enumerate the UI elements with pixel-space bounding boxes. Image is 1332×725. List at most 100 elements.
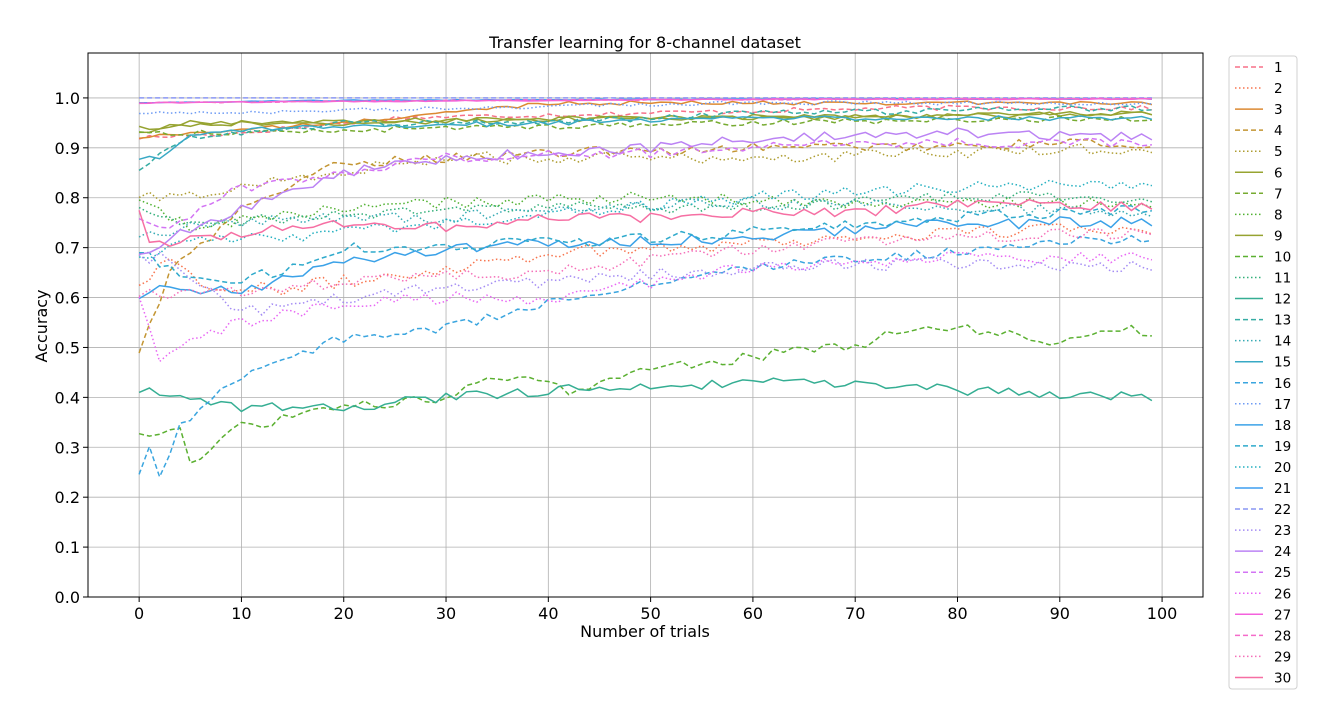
legend-label: 29 bbox=[1274, 649, 1291, 665]
legend-label: 17 bbox=[1274, 397, 1291, 413]
legend-item: 30 bbox=[1235, 670, 1291, 686]
y-tick-label: 0.0 bbox=[55, 588, 80, 607]
legend-item: 14 bbox=[1235, 334, 1291, 350]
legend-item: 4 bbox=[1235, 123, 1283, 139]
y-tick-label: 0.8 bbox=[55, 189, 80, 208]
legend-item: 22 bbox=[1235, 502, 1291, 518]
legend-item: 15 bbox=[1235, 355, 1291, 371]
legend-item: 12 bbox=[1235, 292, 1291, 308]
legend-item: 21 bbox=[1235, 481, 1291, 497]
legend-item: 19 bbox=[1235, 439, 1291, 455]
y-tick-label: 0.4 bbox=[55, 388, 80, 407]
series-line-4 bbox=[138, 138, 1152, 354]
legend-item: 20 bbox=[1235, 460, 1291, 476]
legend-item: 24 bbox=[1235, 544, 1291, 560]
legend-item: 9 bbox=[1235, 228, 1283, 244]
x-tick-label: 0 bbox=[134, 604, 144, 623]
legend-item: 17 bbox=[1235, 397, 1291, 413]
legend-label: 23 bbox=[1274, 523, 1291, 539]
series-line-23 bbox=[138, 250, 1153, 317]
legend-label: 18 bbox=[1274, 418, 1291, 434]
x-tick-label: 80 bbox=[947, 604, 967, 623]
legend-item: 26 bbox=[1235, 586, 1291, 602]
series-line-24 bbox=[138, 127, 1153, 256]
legend-item: 28 bbox=[1235, 628, 1291, 644]
x-axis: 0 10 20 30 40 50 60 70 80 90 100 bbox=[134, 597, 1177, 623]
legend-item: 8 bbox=[1235, 207, 1283, 223]
x-tick-label: 30 bbox=[436, 604, 456, 623]
series-line-28 bbox=[139, 97, 1152, 105]
series-line-8 bbox=[138, 191, 1153, 233]
legend-item: 6 bbox=[1235, 165, 1283, 181]
legend-item: 7 bbox=[1235, 186, 1283, 202]
y-tick-label: 0.2 bbox=[55, 488, 80, 507]
legend-label: 21 bbox=[1274, 481, 1291, 497]
y-tick-label: 0.7 bbox=[55, 239, 80, 258]
y-tick-label: 1.0 bbox=[55, 89, 80, 108]
y-tick-label: 0.6 bbox=[55, 289, 80, 308]
legend-item: 16 bbox=[1235, 376, 1291, 392]
x-axis-title: Number of trials bbox=[580, 622, 710, 641]
legend-item: 11 bbox=[1235, 271, 1291, 287]
y-axis: 0.0 0.1 0.2 0.3 0.4 0.5 0.6 0.7 0.8 0.9 1.0 bbox=[55, 89, 88, 607]
series-line-5 bbox=[138, 143, 1153, 202]
x-tick-label: 90 bbox=[1050, 604, 1070, 623]
legend-label: 3 bbox=[1274, 102, 1283, 118]
y-tick-label: 0.1 bbox=[55, 538, 80, 557]
legend-label: 24 bbox=[1274, 544, 1291, 560]
x-tick-label: 40 bbox=[538, 604, 558, 623]
x-tick-label: 20 bbox=[334, 604, 354, 623]
legend-label: 5 bbox=[1274, 144, 1283, 160]
legend-item: 25 bbox=[1235, 565, 1291, 581]
legend-label: 8 bbox=[1274, 207, 1283, 223]
legend-label: 6 bbox=[1274, 165, 1283, 181]
series-line-25 bbox=[138, 137, 1152, 229]
series-line-12 bbox=[138, 377, 1153, 413]
legend-label: 26 bbox=[1274, 586, 1291, 602]
legend-label: 15 bbox=[1274, 355, 1291, 371]
series-line-18 bbox=[138, 216, 1153, 300]
x-tick-label: 60 bbox=[743, 604, 763, 623]
legend-label: 12 bbox=[1274, 292, 1291, 308]
legend-item: 2 bbox=[1235, 81, 1283, 97]
legend-label: 4 bbox=[1274, 123, 1283, 139]
x-tick-label: 100 bbox=[1147, 604, 1178, 623]
y-axis-title: Accuracy bbox=[32, 289, 51, 362]
x-tick-label: 50 bbox=[640, 604, 660, 623]
legend-label: 19 bbox=[1274, 439, 1291, 455]
series-line-11 bbox=[138, 191, 1153, 227]
grid bbox=[88, 53, 1203, 598]
legend-label: 20 bbox=[1274, 460, 1291, 476]
legend-label: 9 bbox=[1274, 228, 1283, 244]
series-line-10 bbox=[138, 324, 1152, 464]
legend-item: 29 bbox=[1235, 649, 1291, 665]
legend-item: 3 bbox=[1235, 102, 1283, 118]
series-line-19 bbox=[139, 205, 1153, 284]
legend-item: 23 bbox=[1235, 523, 1291, 539]
y-tick-label: 0.3 bbox=[55, 438, 80, 457]
legend-label: 10 bbox=[1274, 249, 1291, 265]
legend: 1234567891011121314151617181920212223242… bbox=[1228, 55, 1298, 690]
series-line-7 bbox=[139, 115, 1152, 137]
legend-label: 13 bbox=[1274, 313, 1291, 329]
series-line-15 bbox=[138, 115, 1153, 161]
series-line-30 bbox=[138, 198, 1153, 248]
series-line-2 bbox=[138, 223, 1153, 296]
series-line-16 bbox=[138, 234, 1153, 479]
series-line-29 bbox=[138, 228, 1153, 300]
legend-item: 13 bbox=[1235, 313, 1291, 329]
series-line-26 bbox=[138, 251, 1153, 363]
plot-frame bbox=[87, 52, 1204, 598]
legend-label: 16 bbox=[1274, 376, 1291, 392]
legend-box bbox=[1228, 55, 1298, 690]
series-line-6 bbox=[139, 110, 1153, 134]
series-line-13 bbox=[138, 105, 1152, 172]
series-line-3 bbox=[139, 100, 1153, 140]
legend-item: 18 bbox=[1235, 418, 1291, 434]
legend-label: 27 bbox=[1274, 607, 1291, 623]
legend-label: 2 bbox=[1274, 81, 1283, 97]
y-tick-label: 0.9 bbox=[55, 139, 80, 158]
legend-label: 25 bbox=[1274, 565, 1291, 581]
chart-title: Transfer learning for 8-channel dataset bbox=[488, 33, 801, 52]
